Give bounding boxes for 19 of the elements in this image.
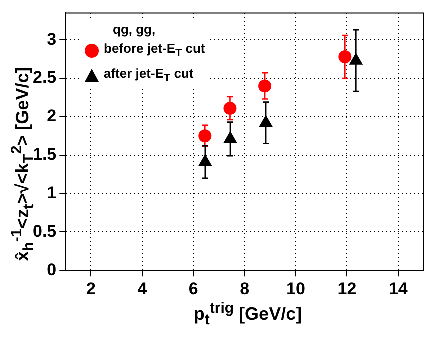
legend-title: qg, gg, xyxy=(112,21,157,39)
y-tick-label: 1.5 xyxy=(32,145,57,164)
y-tick-label: 0.5 xyxy=(32,222,57,241)
x-tick-label: 14 xyxy=(388,279,408,298)
x-tick-label: 4 xyxy=(138,279,148,298)
x-tick-label: 6 xyxy=(188,279,198,298)
x-axis-title: p$_{t}$$^{trig}$ [GeV/c] xyxy=(192,300,304,329)
y-tick-label: 1 xyxy=(47,183,57,202)
y-tick-label: 0 xyxy=(47,260,57,280)
x-tick-label: 2 xyxy=(86,279,96,298)
y-tick-label: 2 xyxy=(47,106,57,126)
x-tick-label: 12 xyxy=(338,279,357,298)
y-tick-label: 3 xyxy=(47,30,57,49)
legend-label: after jet-E$_{T}$ cut xyxy=(104,64,194,86)
legend-label: before jet-E$_{T}$ cut xyxy=(104,40,206,62)
x-tick-label: 8 xyxy=(240,279,250,298)
y-tick-label: 2.5 xyxy=(32,68,57,88)
point xyxy=(258,80,272,93)
x-tick-label: 10 xyxy=(286,279,306,298)
